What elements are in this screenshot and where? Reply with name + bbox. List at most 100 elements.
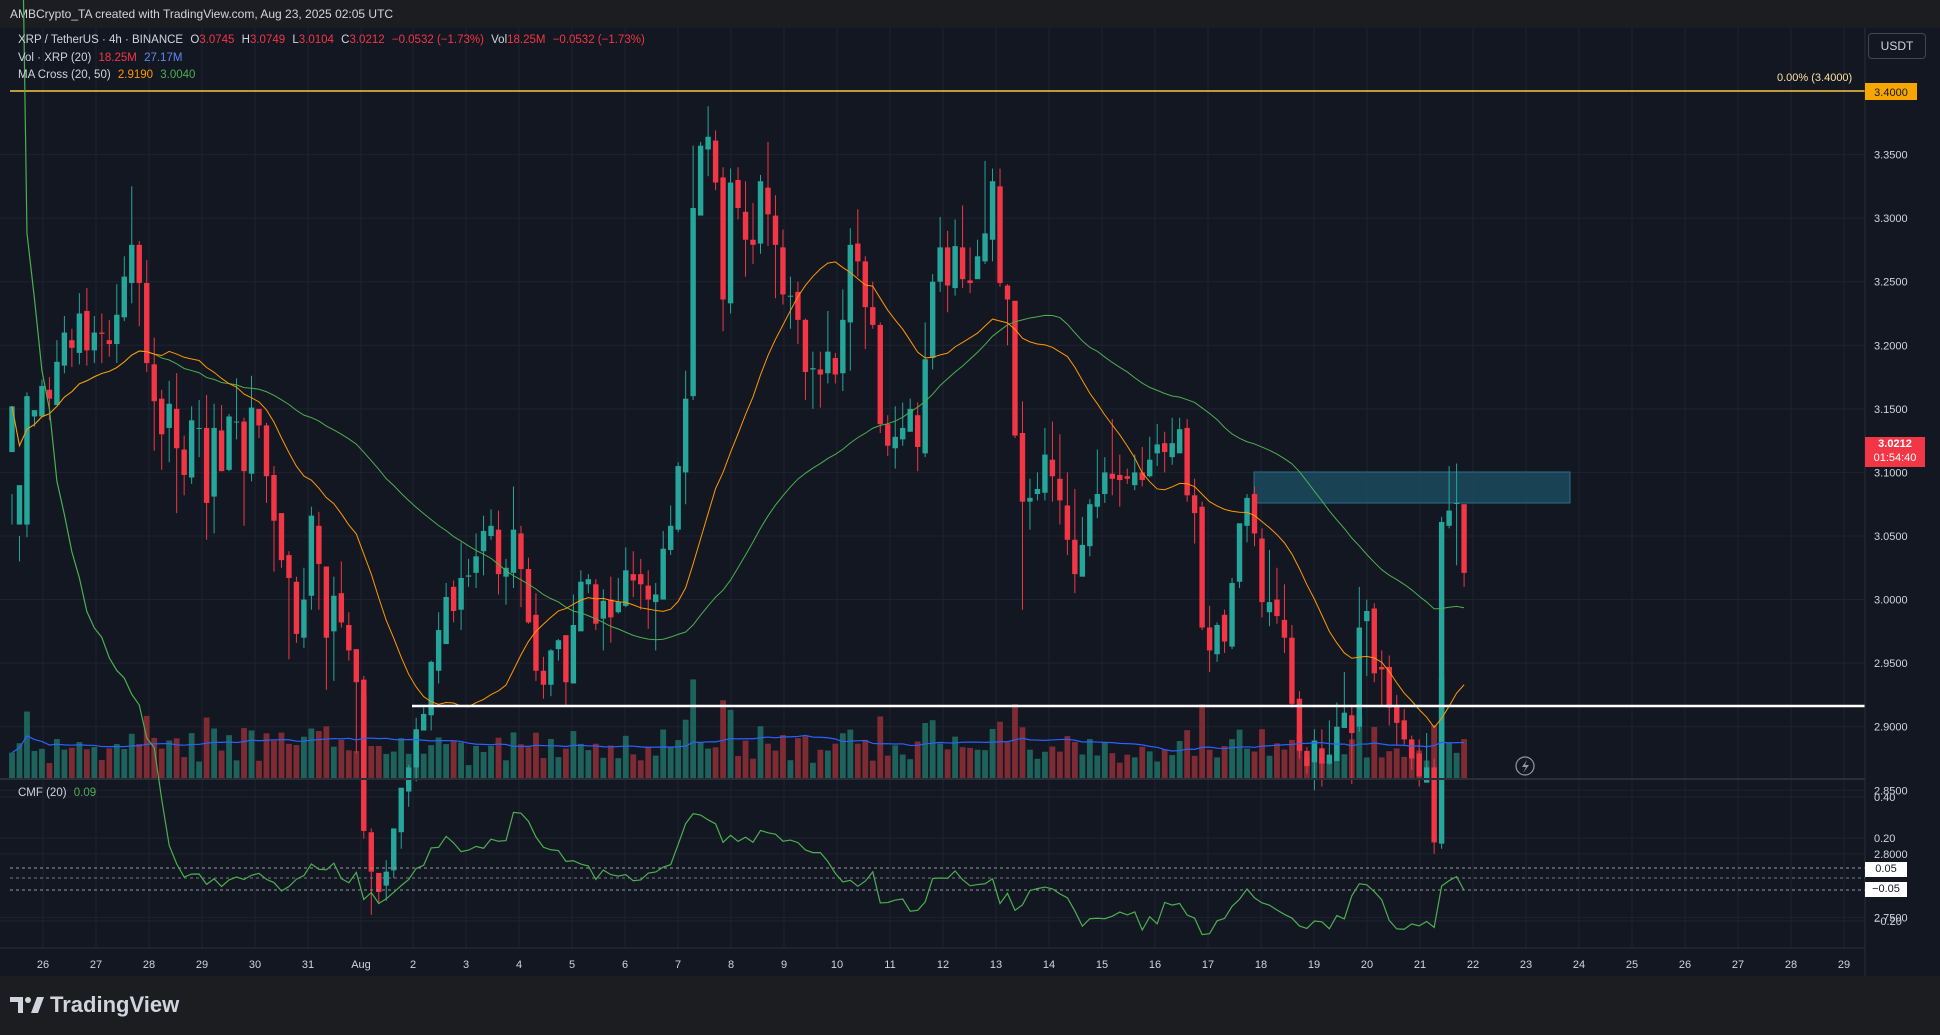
volume-legend[interactable]: Vol · XRP (20) 18.25M 27.17M [18, 52, 186, 64]
time-tick-label: Aug [351, 959, 371, 971]
candle-body [982, 233, 988, 262]
time-tick-label: 28 [143, 959, 155, 971]
volume-bar [1356, 714, 1363, 778]
volume-bar [809, 762, 816, 778]
tradingview-logo-icon [10, 997, 44, 1013]
volume-bar [330, 746, 337, 778]
price-tick-label: 2.7500 [1874, 912, 1908, 924]
candle-body [1311, 740, 1318, 763]
high-label: H [241, 34, 250, 46]
volume-bar [780, 735, 786, 778]
symbol-legend[interactable]: XRP / TetherUS · 4h · BINANCE O3.0745 H3… [18, 34, 649, 46]
volume-bar [256, 760, 262, 778]
currency-button[interactable]: USDT [1868, 33, 1926, 59]
candle-body [967, 280, 973, 283]
volume-bar [1326, 761, 1333, 778]
volume-bar [1363, 757, 1370, 778]
volume-bar [24, 711, 30, 778]
volume-bar [1042, 751, 1048, 778]
candle-body [1438, 522, 1445, 844]
candle-body [144, 282, 150, 364]
volume-bar [862, 739, 869, 778]
price-tick-label: 2.9000 [1874, 722, 1908, 734]
volume-bar [765, 743, 771, 778]
candle-body [1094, 494, 1101, 507]
candle-body [233, 421, 240, 423]
volume-bar [248, 730, 255, 778]
candle-body [1079, 544, 1086, 577]
volume-bar [450, 741, 457, 778]
volume-bar [39, 748, 45, 778]
volume-bar [944, 749, 951, 778]
volume-bar [854, 743, 861, 778]
volume-bar [218, 750, 225, 778]
volume-bar [1176, 741, 1183, 778]
candle-body [877, 324, 883, 425]
volume-bar [323, 726, 330, 778]
candle-body [645, 585, 651, 600]
candle-body [301, 599, 307, 638]
candle-body [914, 415, 921, 447]
volume-bar [1371, 727, 1378, 778]
candle-body [922, 359, 928, 454]
volume-bar [600, 757, 607, 778]
candle-body [555, 640, 562, 650]
candle-body [69, 340, 75, 348]
candle-body [435, 630, 442, 671]
tradingview-logo[interactable]: TradingView [10, 990, 179, 1020]
volume-bar [1109, 753, 1116, 778]
candle-body [31, 410, 38, 417]
time-tick-label: 25 [1626, 959, 1638, 971]
price-tick-label: 3.3500 [1874, 150, 1908, 162]
candle-body [121, 276, 127, 318]
candle-body [323, 566, 330, 638]
candle-body [855, 243, 861, 262]
candle-body [16, 485, 23, 525]
volume-bar [166, 740, 173, 778]
volume-bar [667, 747, 674, 778]
time-tick-label: 30 [249, 959, 261, 971]
volume-bar [907, 759, 914, 778]
candle-body [608, 599, 614, 618]
volume-bar [435, 737, 442, 778]
price-tick-label: 3.1500 [1874, 404, 1908, 416]
candle-body [570, 624, 577, 684]
time-tick-label: 21 [1414, 959, 1426, 971]
fib-level-label: 0.00% (3.4000) [1777, 72, 1853, 84]
time-tick-label: 13 [990, 959, 1002, 971]
volume-bar [1169, 755, 1176, 778]
candle-body [420, 713, 427, 731]
volume-bar [151, 737, 158, 778]
volume-ma-line [11, 734, 1465, 754]
time-axis[interactable]: 26 27 28 29 30 31 Aug 2 3 4 5 6 7 8 9 10 11 12 13 14 15 16 17 1… [37, 959, 1850, 971]
cmf-legend[interactable]: CMF (20) 0.09 [18, 787, 100, 799]
volume-bar [76, 742, 83, 778]
time-tick-label: 4 [516, 959, 522, 971]
candle-body [1371, 608, 1377, 674]
replay-icon[interactable] [1515, 756, 1535, 776]
cmf-axis[interactable]: 0.40 0.20 −0.20 [1874, 792, 1902, 928]
candle-body [188, 420, 195, 478]
candle-body [832, 357, 839, 375]
candle-body [136, 244, 142, 283]
candle-body [76, 313, 83, 353]
candle-body [1296, 698, 1303, 751]
volume-bar [1289, 739, 1295, 778]
time-tick-label: 7 [675, 959, 681, 971]
volume-bar [1244, 748, 1250, 778]
volume-bar [1214, 757, 1220, 778]
volume-bar [1184, 730, 1191, 778]
candle-body [458, 577, 464, 610]
candle-body [503, 567, 509, 577]
candle-body [563, 635, 569, 683]
candle-body [525, 569, 532, 623]
time-tick-label: 29 [1838, 959, 1850, 971]
time-tick-label: 27 [1732, 959, 1744, 971]
close-label: C [341, 34, 350, 46]
candle-body [810, 368, 816, 370]
candle-body [1236, 523, 1243, 582]
ma-cross-legend[interactable]: MA Cross (20, 50) 2.9190 3.0040 [18, 69, 199, 81]
chart-area[interactable] [0, 28, 1940, 976]
volume-bar [884, 755, 891, 778]
